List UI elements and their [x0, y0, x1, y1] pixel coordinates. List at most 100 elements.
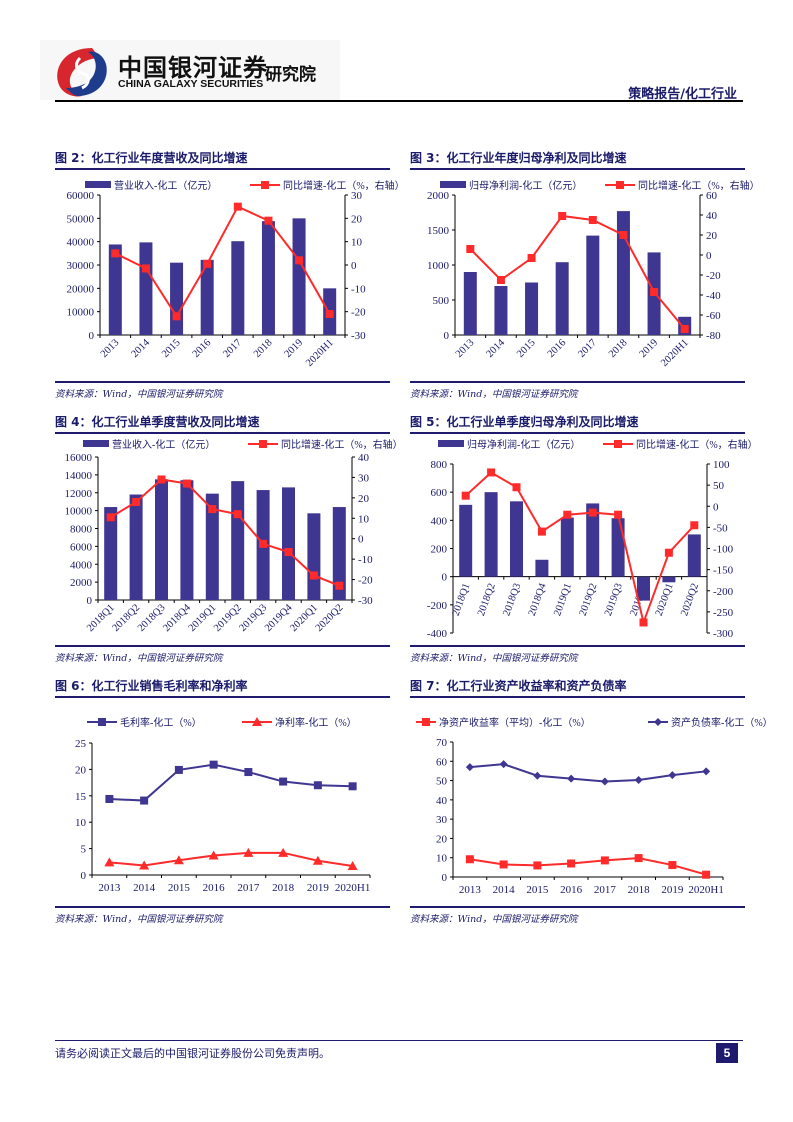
bar — [200, 259, 214, 335]
x-tick-label: 2018 — [607, 337, 630, 360]
data-point — [533, 771, 542, 780]
data-point — [639, 618, 648, 627]
left-tick-label: 10000 — [67, 307, 95, 319]
figure-source: 资料来源：Wind，中国银河证券研究院 — [410, 645, 745, 664]
data-point — [173, 855, 184, 865]
right-tick-label: -80 — [706, 330, 721, 342]
x-tick-label: 2019Q1 — [187, 602, 219, 634]
left-tick-label: 12000 — [65, 488, 93, 500]
bar — [155, 479, 168, 600]
data-point — [182, 479, 191, 488]
data-point — [487, 468, 496, 477]
series-line — [114, 205, 331, 319]
x-tick-label: 2014 — [484, 337, 507, 360]
left-tick-label: 20 — [75, 764, 87, 776]
x-tick-label: 2019 — [283, 337, 306, 360]
logo-english-name: CHINA GALAXY SECURITIES — [118, 78, 264, 90]
figure-3-panel: 图 3：化工行业年度归母净利及同比增速 0 500 1000 1500 2000 -80 -… — [410, 148, 760, 400]
figure-title: 图 4：化工行业单季度营收及同比增速 — [55, 412, 390, 434]
left-tick-label: 0 — [87, 595, 93, 607]
data-point — [172, 312, 181, 321]
x-tick-label: 2019Q2 — [212, 602, 244, 634]
data-point — [261, 181, 269, 189]
right-tick-label: -40 — [706, 290, 721, 302]
figure-title: 图 6：化工行业销售毛利率和净利率 — [55, 676, 390, 698]
right-tick-label: -20 — [358, 575, 373, 587]
data-point — [567, 859, 576, 868]
x-tick-label: 2018Q3 — [136, 602, 168, 634]
legend-swatch — [85, 181, 111, 188]
x-tick-label: 2013 — [98, 882, 121, 894]
series-line — [469, 214, 686, 330]
bar — [637, 576, 650, 601]
left-tick-label: 70 — [436, 737, 448, 749]
figure-7-panel: 图 7：化工行业资产收益率和资产负债率 0 10 20 30 40 50 60 70 2013 2… — [410, 676, 773, 925]
left-tick-label: 50 — [436, 776, 448, 788]
right-tick-label: -60 — [706, 310, 721, 322]
series-line — [465, 471, 696, 626]
x-tick-label: 2013 — [459, 884, 482, 896]
figure-4-panel: 图 4：化工行业单季度营收及同比增速 0 2000 4000 6000 8000 1000… — [55, 412, 403, 664]
data-point — [252, 717, 262, 726]
left-tick-label: 14000 — [65, 470, 93, 482]
bar — [108, 244, 122, 335]
figure-title: 图 3：化工行业年度归母净利及同比增速 — [410, 148, 745, 170]
right-tick-label: -10 — [358, 554, 373, 566]
legend-swatch — [440, 181, 466, 188]
x-tick-label: 2017 — [237, 882, 260, 894]
data-point — [537, 527, 546, 536]
legend-label: 同比增速-化工（%，右轴） — [281, 438, 403, 451]
x-tick-label: 2018Q4 — [527, 581, 549, 617]
x-tick-label: 2019Q3 — [603, 582, 625, 618]
right-tick-label: 60 — [706, 190, 718, 202]
x-tick-label: 2014 — [133, 882, 156, 894]
bar — [231, 481, 245, 600]
right-tick-label: -200 — [713, 586, 734, 598]
bar — [560, 517, 574, 577]
data-point — [614, 440, 622, 448]
right-tick-label: 0 — [351, 260, 357, 272]
footer-divider — [55, 1040, 743, 1041]
bar — [231, 241, 245, 335]
bar — [687, 534, 701, 577]
bar — [261, 221, 275, 335]
right-tick-label: -150 — [713, 565, 734, 577]
left-tick-label: 5 — [81, 844, 87, 856]
bar — [484, 492, 498, 577]
figure-2-panel: 图 2：化工行业年度营收及同比增速 0 10000 20000 30000 40000 5… — [55, 148, 405, 400]
data-point — [259, 440, 267, 448]
legend-label: 同比增速-化工（%，右轴） — [283, 179, 405, 192]
data-point — [654, 718, 662, 726]
right-tick-label: -20 — [706, 270, 721, 282]
data-point — [140, 796, 149, 805]
left-tick-label: 20000 — [67, 283, 95, 295]
x-tick-label: 2018Q1 — [85, 602, 117, 634]
figure-4-chart: 0 2000 4000 6000 8000 10000 12000 14000 16000 -30… — [65, 438, 403, 634]
bar — [459, 504, 473, 577]
left-tick-label: 1500 — [427, 225, 450, 237]
left-tick-label: 15 — [75, 791, 87, 803]
legend-label: 营业收入-化工（亿元） — [114, 179, 217, 192]
data-point — [465, 855, 474, 864]
left-tick-label: 0 — [89, 330, 95, 342]
bar — [104, 507, 118, 600]
data-point — [157, 475, 166, 484]
data-point — [348, 782, 357, 791]
left-tick-label: 8000 — [70, 524, 93, 536]
right-tick-label: 10 — [351, 237, 363, 249]
galaxy-logo-icon — [57, 48, 107, 97]
x-tick-label: 2015 — [526, 884, 549, 896]
data-point — [141, 264, 150, 273]
data-point — [422, 718, 430, 726]
data-point — [233, 510, 242, 519]
data-point — [558, 212, 567, 220]
bar — [535, 559, 549, 577]
right-tick-label: 0 — [358, 534, 364, 546]
right-tick-label: 20 — [358, 493, 370, 505]
right-tick-label: 50 — [713, 480, 725, 492]
bar — [292, 218, 306, 335]
figure-6-chart: 0 5 10 15 20 25 2013 2014 2015 2016 2017 2018 2019 20… — [75, 716, 371, 894]
x-tick-label: 2020Q2 — [679, 582, 701, 618]
x-tick-label: 2019Q2 — [578, 582, 600, 618]
figure-source: 资料来源：Wind，中国银河证券研究院 — [410, 381, 745, 400]
